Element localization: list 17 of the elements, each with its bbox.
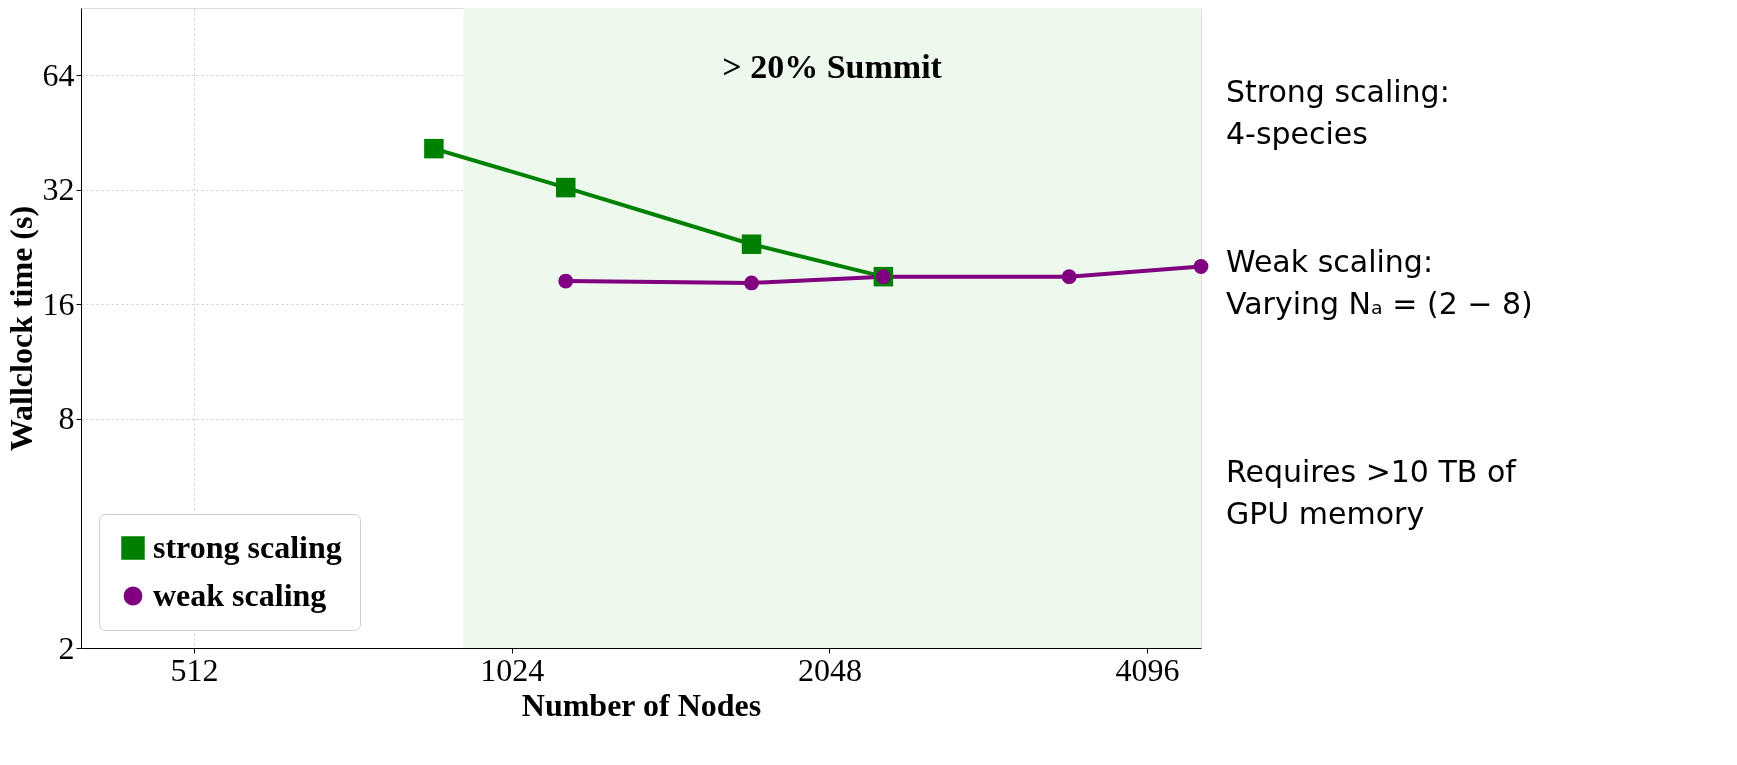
text: Requires >10 TB of GPU memory (1226, 454, 1518, 531)
x-axis-title: Number of Nodes (521, 686, 762, 723)
y-tick-label: 64 (42, 56, 75, 93)
y-tick-label: 2 (58, 629, 75, 666)
x-tick-label: 512 (170, 651, 219, 688)
x-tick-label: 4096 (1115, 651, 1180, 688)
text: Strong scaling: 4-species (1226, 74, 1450, 151)
x-tick-label: 1024 (480, 651, 545, 688)
legend-label: weak scaling (153, 577, 327, 613)
y-tick-label: 8 (58, 400, 75, 437)
text: Weak scaling: Varying Nₐ = (2 − 8) (1226, 244, 1533, 321)
legend-label: strong scaling (153, 529, 342, 565)
x-tick-label: 2048 (797, 651, 862, 688)
band-label: > 20% Summit (722, 48, 943, 85)
y-tick-label: 16 (42, 285, 75, 322)
y-tick-label: 32 (42, 171, 75, 208)
y-axis-title: Wallclock time (s) (2, 205, 39, 452)
